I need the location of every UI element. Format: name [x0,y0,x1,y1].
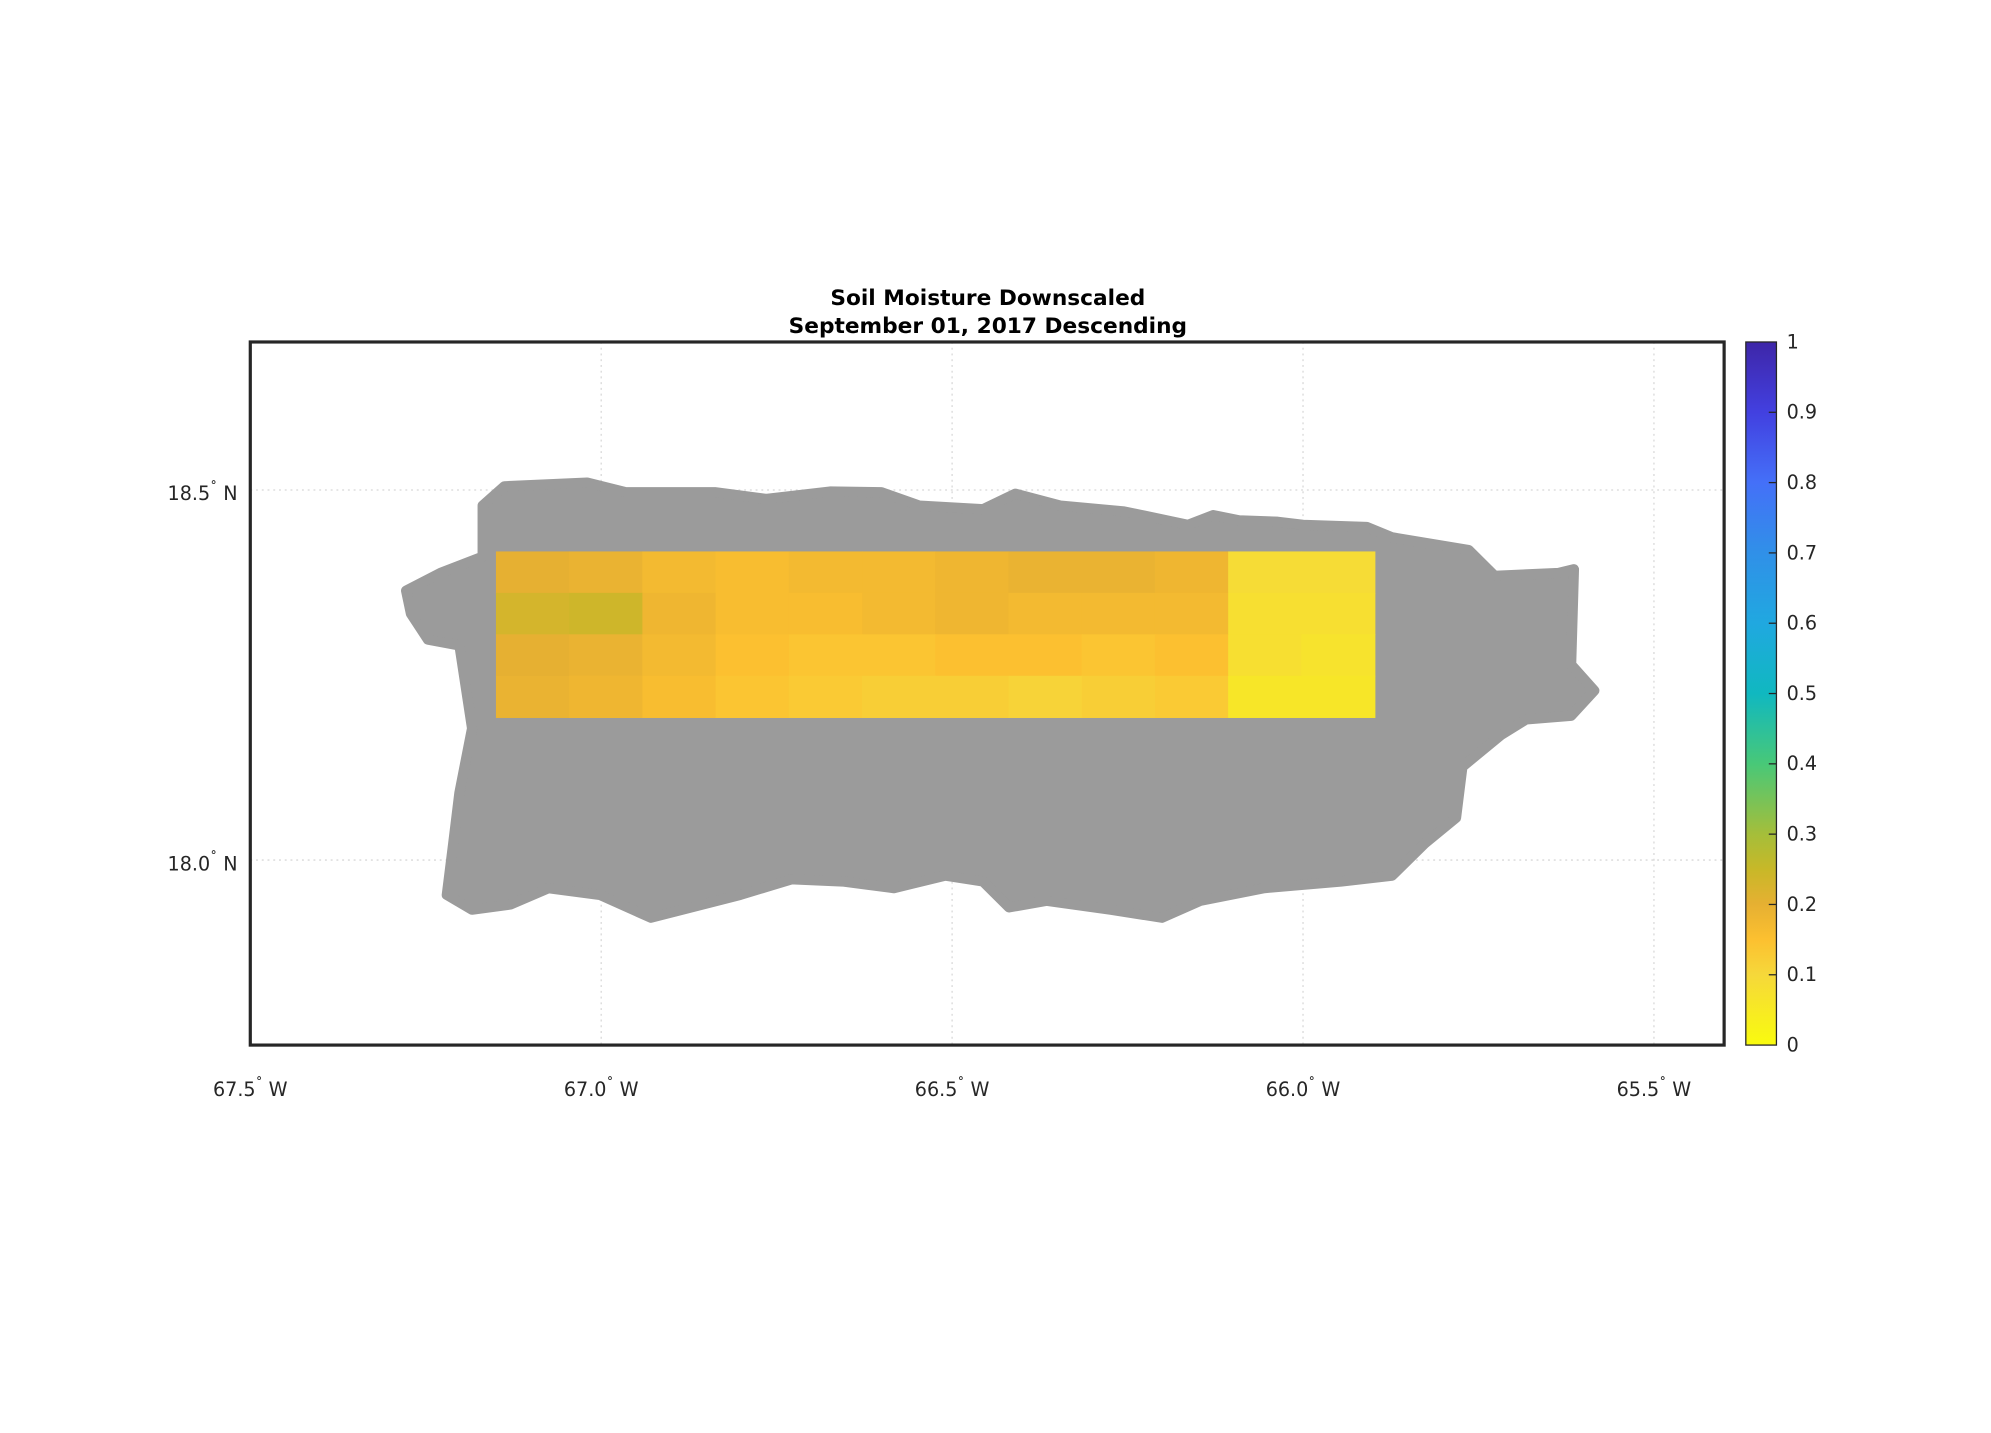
colorbar: 0 0.1 0.2 0.3 0.4 0.5 0.6 0.7 0.8 0.9 1 [1745,330,1817,1056]
colorbar-tick-label: 0 [1787,1033,1799,1056]
chart-title: Soil Moisture Downscaled [830,286,1145,311]
chart-subtitle: September 01, 2017 Descending [789,314,1187,339]
colorbar-tick-label: 0.4 [1787,752,1817,775]
soil-moisture-cell [715,551,790,594]
y-tick-label: 18.0˚ N [168,850,238,876]
soil-moisture-cell [569,675,644,718]
y-tick-label: 18.5˚ N [168,480,238,506]
colorbar-tick-label: 0.9 [1787,401,1817,424]
soil-moisture-cell [642,634,717,677]
degree-symbol: ˚ [606,1075,613,1092]
soil-moisture-cell [495,592,570,636]
soil-moisture-cell [935,592,1010,636]
soil-moisture-cell [1081,551,1156,594]
degree-symbol: ˚ [1308,1075,1315,1092]
soil-moisture-cell [1228,551,1303,594]
soil-moisture-cell [642,675,717,718]
soil-moisture-cell [1154,551,1229,594]
soil-moisture-cell [1081,634,1156,677]
soil-moisture-cell [1081,592,1156,636]
soil-moisture-cell [788,634,863,677]
soil-moisture-cell [862,634,937,677]
map-axes: 67.5˚ W 67.0˚ W 66.5˚ W 66.0˚ W 65.5˚ W 18.5˚… [168,340,1726,1101]
soil-moisture-cell [495,675,570,718]
soil-moisture-cell [788,551,863,594]
soil-moisture-cell [1301,551,1376,594]
degree-symbol: ˚ [957,1075,964,1092]
x-tick-label: 66.5˚ W [915,1075,990,1101]
soil-moisture-cell [1081,675,1156,718]
soil-moisture-cell [935,551,1010,594]
soil-moisture-cell [788,675,863,718]
colorbar-tick-label: 0.3 [1787,823,1817,846]
soil-moisture-cell [1154,634,1229,677]
x-tick-label: 67.5˚ W [213,1075,288,1101]
axes-frame [248,340,1726,1047]
soil-moisture-cell [715,675,790,718]
degree-symbol: ˚ [210,480,217,497]
colorbar-tick-label: 0.1 [1787,963,1817,986]
soil-moisture-cell [1301,634,1376,677]
soil-moisture-cell [569,634,644,677]
hemisphere: W [964,1078,989,1101]
soil-moisture-cell [1228,675,1303,718]
soil-moisture-cell [642,551,717,594]
soil-moisture-cell [495,634,570,677]
soil-moisture-cell [1301,592,1376,636]
soil-moisture-cell [1228,634,1303,677]
colorbar-tick-label: 0.5 [1787,682,1817,705]
degree-symbol: ˚ [210,850,217,867]
soil-moisture-cell [862,592,937,636]
x-tick-label: 65.5˚ W [1617,1075,1692,1101]
soil-moisture-cell [715,634,790,677]
colorbar-tick-label: 0.8 [1787,471,1817,494]
soil-moisture-cell [1008,634,1083,677]
soil-moisture-cell [569,592,644,636]
colorbar-tick-label: 0.7 [1787,541,1817,564]
soil-moisture-cell [935,675,1010,718]
soil-moisture-cell [935,634,1010,677]
colorbar-tick-label: 0.2 [1787,893,1817,916]
soil-moisture-cell [1228,592,1303,636]
soil-moisture-cell [1154,592,1229,636]
soil-moisture-cell [642,592,717,636]
soil-moisture-cell [1008,551,1083,594]
soil-moisture-cell [1154,675,1229,718]
hemisphere: N [217,482,237,505]
degree-symbol: ˚ [1659,1075,1666,1092]
hemisphere: W [1666,1078,1691,1101]
colorbar-tick-label: 0.6 [1787,612,1817,635]
degree-symbol: ˚ [256,1075,263,1092]
colorbar-tick-label: 1 [1787,330,1799,353]
soil-moisture-cell [788,592,863,636]
soil-moisture-cell [862,675,937,718]
soil-moisture-cell [1008,592,1083,636]
soil-moisture-cell [715,592,790,636]
hemisphere: W [263,1078,288,1101]
soil-moisture-cell [1008,675,1083,718]
x-tick-label: 66.0˚ W [1266,1075,1341,1101]
soil-moisture-cell [862,551,937,594]
hemisphere: W [1315,1078,1340,1101]
soil-moisture-cell [1301,675,1376,718]
x-tick-label: 67.0˚ W [564,1075,639,1101]
hemisphere: N [217,852,237,875]
soil-moisture-cell [569,551,644,594]
hemisphere: W [614,1078,639,1101]
soil-moisture-cell [495,551,570,594]
